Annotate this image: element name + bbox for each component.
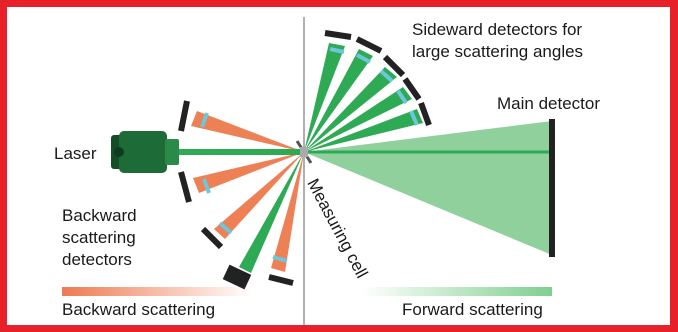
forward-scattering-bar bbox=[362, 287, 552, 296]
backward-beam-green bbox=[239, 152, 304, 273]
sideward-detector-icon bbox=[418, 101, 432, 127]
cuvette-icon bbox=[295, 140, 313, 164]
backward-beam-2 bbox=[193, 152, 304, 193]
lens-icon bbox=[202, 178, 211, 194]
sideward-beam-3 bbox=[304, 67, 397, 152]
sideward-label-line-1: Sideward detectors for bbox=[412, 20, 583, 39]
backward-detectors-label-line-3: detectors bbox=[62, 250, 132, 269]
backward-detector-icon bbox=[178, 171, 192, 203]
lens-icon bbox=[379, 69, 394, 83]
sideward-beam-5 bbox=[304, 109, 423, 152]
backward-scattering-bar bbox=[62, 287, 252, 296]
light-scattering-diagram bbox=[62, 17, 555, 325]
sideward-label-line-2: large scattering angles bbox=[412, 42, 584, 61]
lens-icon bbox=[218, 221, 233, 235]
backward-beam-3 bbox=[214, 152, 304, 239]
sideward-detector-icon bbox=[355, 36, 383, 54]
lens-icon bbox=[356, 53, 371, 64]
backward-beam-4 bbox=[271, 152, 304, 272]
lens-icon bbox=[200, 112, 209, 128]
sideward-detector-icon bbox=[382, 54, 406, 78]
backward-detectors-label-line-2: scattering bbox=[62, 228, 136, 247]
backward-beam-1 bbox=[191, 111, 304, 152]
main-detector-label: Main detector bbox=[497, 94, 600, 113]
backward-detector-icon bbox=[178, 100, 190, 132]
backward-detector-icon bbox=[200, 226, 224, 250]
forward-scattering-label: Forward scattering bbox=[402, 300, 543, 319]
sideward-beam-4 bbox=[304, 87, 412, 152]
lens-icon bbox=[329, 47, 345, 54]
lens-icon bbox=[272, 255, 288, 263]
sideward-beam-2 bbox=[304, 49, 373, 152]
backward-scattering-label: Backward scattering bbox=[62, 300, 216, 319]
backward-detector-box-icon bbox=[222, 264, 252, 290]
sideward-beam-1 bbox=[304, 43, 345, 152]
sideward-detector-icon bbox=[324, 30, 352, 40]
backward-detector-icon bbox=[268, 274, 294, 286]
laser-label: Laser bbox=[54, 144, 97, 163]
laser-icon bbox=[111, 131, 179, 173]
laser-beam bbox=[177, 149, 305, 155]
lens-icon bbox=[396, 89, 408, 105]
sideward-detector-icon bbox=[402, 77, 422, 101]
diagram-frame: Sideward detectors for large scattering … bbox=[7, 7, 670, 325]
forward-scatter-fan bbox=[304, 121, 552, 255]
lens-icon bbox=[409, 110, 419, 126]
backward-detectors-label-line-1: Backward bbox=[62, 206, 137, 225]
